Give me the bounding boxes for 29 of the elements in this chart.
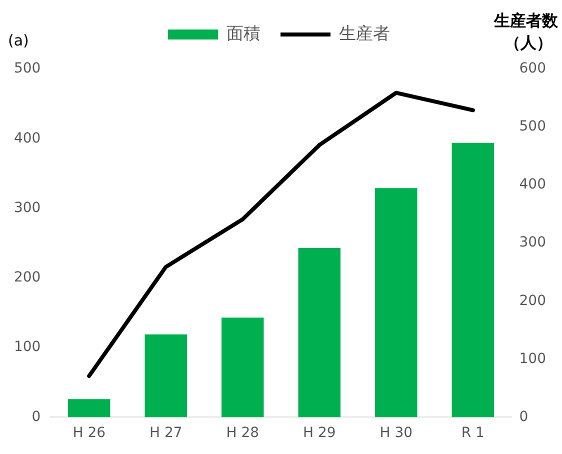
y2-tick-label: 100 <box>519 350 546 367</box>
y2-tick-label: 600 <box>519 60 546 77</box>
x-tick-label: R 1 <box>461 425 484 442</box>
bar <box>222 318 264 418</box>
y2-tick-label: 500 <box>519 118 546 135</box>
text: (a) <box>8 31 29 50</box>
legend-label: 面積 <box>226 24 260 44</box>
y2-tick-label: 200 <box>519 292 546 309</box>
legend-label: 生産者 <box>339 24 390 44</box>
y-tick-label: 300 <box>14 200 41 216</box>
y2-tick-label: 300 <box>519 234 546 251</box>
bar <box>144 334 187 418</box>
bar <box>375 188 418 418</box>
y2-tick-label: 400 <box>519 176 546 193</box>
x-tick-label: H 27 <box>149 425 182 442</box>
y2-axis-title: 生産者数（人） <box>493 11 559 52</box>
y-tick-label: 200 <box>14 270 41 286</box>
y-tick-label: 400 <box>14 130 41 146</box>
x-tick-label: H 30 <box>380 425 413 442</box>
bar <box>68 399 110 418</box>
y-tick-label: 0 <box>32 408 41 425</box>
x-tick-label: H 26 <box>72 425 106 442</box>
bar <box>298 248 340 418</box>
y2-tick-label: 0 <box>519 408 528 425</box>
y-tick-label: 500 <box>14 60 41 77</box>
x-tick-label: H 29 <box>302 425 336 442</box>
x-tick-label: H 28 <box>226 425 260 442</box>
y-tick-label: 100 <box>14 339 41 356</box>
bar <box>452 142 494 418</box>
